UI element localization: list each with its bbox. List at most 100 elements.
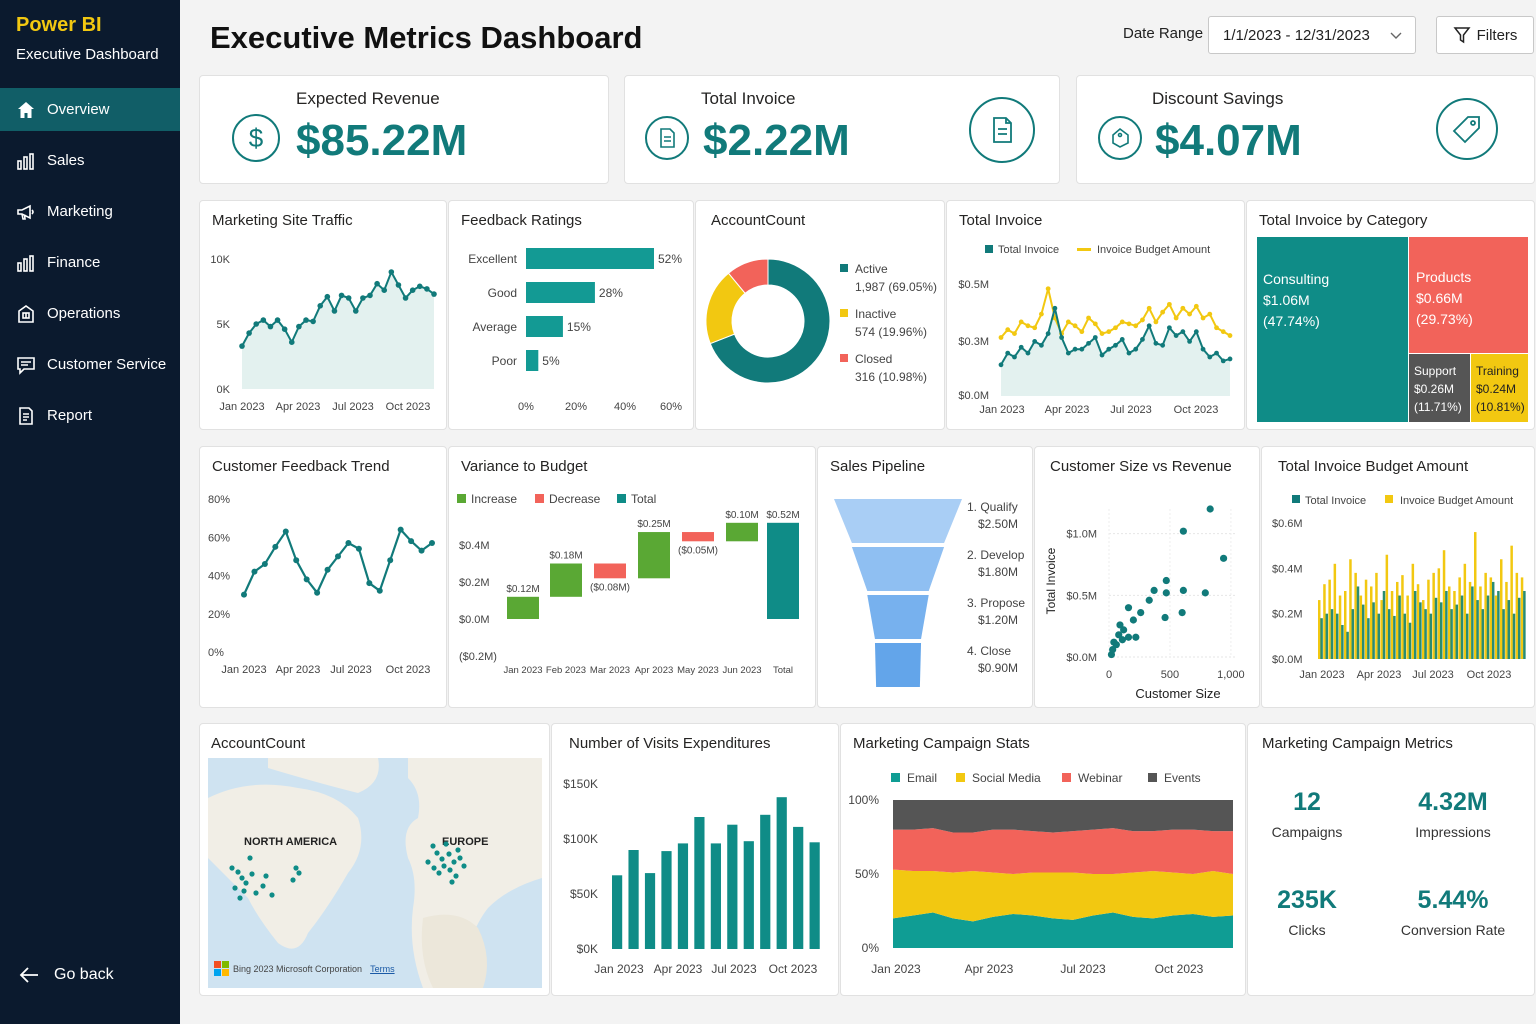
data-point [1207, 311, 1213, 317]
data-point [1227, 333, 1233, 338]
waterfall-bar [550, 563, 582, 597]
kpi-card-discount-savings: Discount Savings $4.07M [1076, 75, 1535, 184]
treemap-cell-training[interactable]: Training $0.24M (10.81%) [1471, 354, 1528, 422]
data-point [1220, 329, 1226, 335]
treemap-cell-value: $0.26M [1414, 382, 1455, 396]
x-tick-label: 40% [614, 401, 636, 413]
data-point [998, 335, 1004, 340]
data-point [1178, 609, 1186, 617]
card-campaign-stats: Marketing Campaign Stats Email Social Med… [840, 723, 1246, 996]
data-point [345, 539, 352, 546]
data-point [998, 362, 1004, 368]
data-point [1161, 613, 1169, 622]
y-tick-label: 10K [210, 254, 230, 266]
treemap-cell-pct: (11.71%) [1414, 400, 1462, 414]
bar [1364, 579, 1368, 659]
data-point [288, 339, 295, 345]
x-tick-label: Jan 2023 [979, 404, 1024, 416]
metric-clicks-label: Clicks [1288, 922, 1326, 938]
bar [1505, 581, 1508, 659]
data-label: ($0.05M) [678, 545, 718, 556]
bar [1325, 613, 1329, 659]
x-tick-label: Mar 2023 [590, 665, 630, 676]
chart-title: AccountCount [211, 735, 306, 752]
bar [1338, 595, 1342, 659]
data-label: $0.25M [637, 519, 670, 530]
data-point [1173, 333, 1179, 338]
nav-item-sales[interactable]: Sales [0, 139, 180, 182]
x-tick-label: Apr 2023 [1357, 669, 1402, 681]
y-tick-label: 50% [855, 867, 879, 881]
legend-swatch [840, 264, 848, 272]
y-tick-label: $100K [563, 832, 598, 846]
data-point [1059, 335, 1065, 340]
map-marker [443, 841, 449, 847]
stage-name: 1. Qualify [967, 500, 1018, 514]
data-point [1126, 350, 1132, 356]
area-band [893, 828, 1233, 874]
area-band [893, 869, 1233, 922]
x-tick-label: Oct 2023 [1467, 669, 1512, 681]
home-icon [16, 100, 36, 120]
date-range-select[interactable]: 1/1/2023 - 12/31/2023 [1208, 16, 1416, 54]
legend-label: Total Invoice [998, 244, 1059, 256]
legend-value: 316 (10.98%) [855, 370, 927, 384]
bar [1442, 550, 1446, 659]
data-point [1113, 342, 1118, 348]
data-point [395, 282, 402, 288]
filters-button[interactable]: Filters [1436, 16, 1534, 54]
y-tick-label: $0.0M [1272, 654, 1303, 666]
total-invoice-line-chart: Total Invoice Invoice Budget Amount $0.5M $… [958, 244, 1233, 416]
account-map[interactable]: NORTH AMERICA EUROPE Bing 2023 Microsoft… [208, 758, 542, 988]
nav-item-report[interactable]: Report [0, 394, 180, 437]
treemap-cell-consulting[interactable]: Consulting $1.06M (47.74%) [1257, 237, 1408, 422]
campaign-stats-area-chart: Email Social Media Webinar Events 100% 50% 0% J… [848, 771, 1233, 976]
data-point [251, 568, 258, 575]
bar [1427, 579, 1430, 659]
data-point [1099, 352, 1105, 358]
x-tick-label: Jul 2023 [332, 401, 374, 413]
bar [1491, 581, 1495, 659]
data-point [1118, 636, 1127, 644]
map-marker [455, 847, 461, 853]
bar [526, 248, 654, 269]
map-marker [241, 888, 247, 894]
map-marker [293, 865, 299, 871]
map-marker [461, 863, 467, 869]
nav-item-finance[interactable]: Finance [0, 241, 180, 284]
data-point [387, 557, 394, 564]
go-back-button[interactable]: Go back [18, 964, 114, 986]
x-tick-label: Jul 2023 [1412, 669, 1454, 681]
map-marker [431, 865, 437, 871]
data-point [281, 326, 288, 332]
data-point [1133, 346, 1139, 352]
map-marker [453, 873, 459, 879]
data-point [1005, 327, 1011, 333]
nav-item-overview[interactable]: Overview [0, 88, 180, 131]
data-point [1005, 350, 1011, 356]
bar [1450, 609, 1453, 659]
treemap-cell-support[interactable]: Support $0.26M (11.71%) [1409, 354, 1470, 422]
bar [1372, 602, 1375, 659]
app-subtitle: Executive Dashboard [16, 46, 159, 63]
nav-item-customer-service[interactable]: Customer Service [0, 343, 180, 386]
bar [1408, 622, 1412, 659]
chart-title: AccountCount [711, 212, 806, 229]
metric-clicks-value: 235K [1277, 886, 1337, 914]
map-terms-link[interactable]: Terms [370, 963, 395, 974]
map-marker [249, 871, 255, 877]
bar [612, 875, 623, 949]
data-point [402, 295, 409, 301]
data-point [1079, 346, 1085, 352]
treemap-cell-products[interactable]: Products $0.66M (29.73%) [1409, 237, 1528, 353]
stage-value: $0.90M [978, 661, 1018, 675]
nav-item-operations[interactable]: Operations [0, 292, 180, 335]
nav-item-label: Marketing [47, 203, 113, 220]
data-point [345, 295, 352, 301]
y-tick-label: ($0.2M) [459, 651, 497, 663]
data-point [1173, 315, 1179, 321]
map-marker [232, 885, 238, 891]
y-tick-label: $0.2M [1272, 609, 1303, 621]
nav-item-marketing[interactable]: Marketing [0, 190, 180, 233]
chart-title: Feedback Ratings [461, 212, 582, 229]
